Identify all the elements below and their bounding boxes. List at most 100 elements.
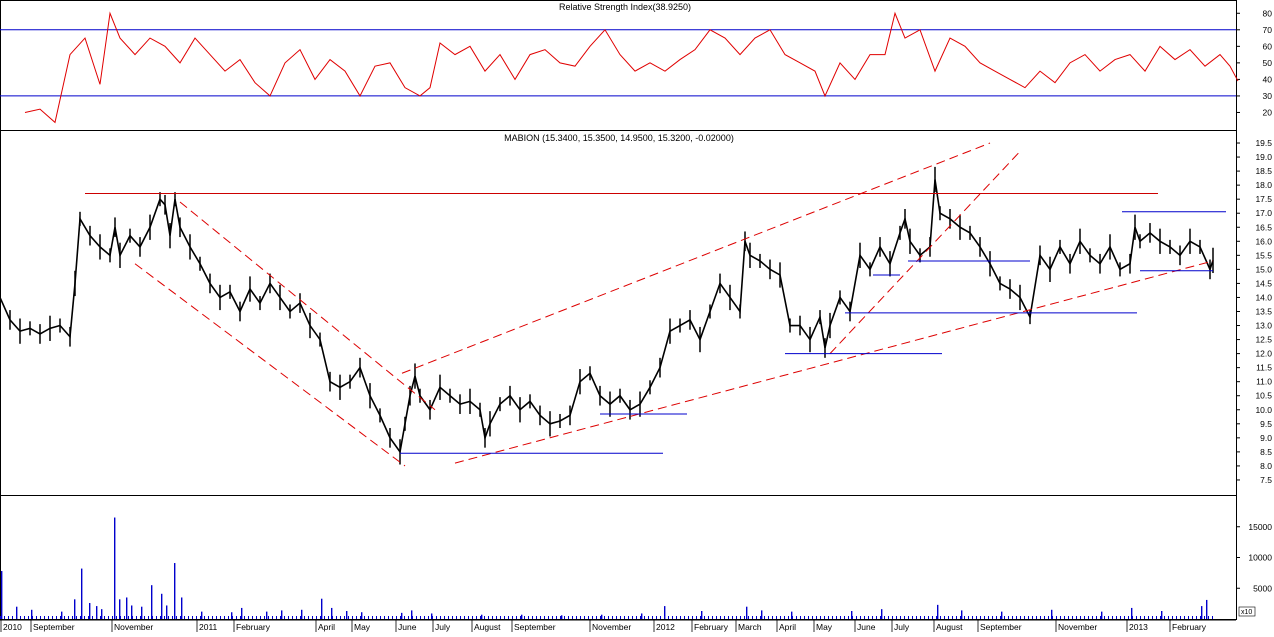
volume-bar [61, 611, 63, 619]
volume-bar-base [536, 616, 537, 619]
volume-bar-base [844, 616, 845, 619]
volume-bar-base [168, 616, 169, 619]
volume-bar-base [1100, 616, 1101, 619]
volume-bar-base [1168, 616, 1169, 619]
volume-bar-base [660, 616, 661, 619]
volume-bar [431, 613, 433, 619]
x-axis-label: February [236, 622, 271, 632]
volume-bar-base [884, 616, 885, 619]
volume-bar-base [772, 616, 773, 619]
x-axis: 2010 September November 2011 February April Ma… [0, 619, 1236, 632]
volume-bar-base [64, 616, 65, 619]
volume-bar [321, 598, 323, 619]
volume-bar-base [452, 616, 453, 619]
volume-bar-base [992, 616, 993, 619]
volume-bar-base [1200, 616, 1201, 619]
price-axis-tick-label: 14.0 [1255, 292, 1272, 302]
volume-bar-base [668, 616, 669, 619]
volume-bar-base [128, 616, 129, 619]
volume-bar-base [696, 616, 697, 619]
volume-bar-base [232, 616, 233, 619]
volume-bar-base [32, 616, 33, 619]
volume-bar-base [416, 616, 417, 619]
volume-bar-base [948, 616, 949, 619]
volume-bar-base [804, 616, 805, 619]
volume-bar-base [1096, 616, 1097, 619]
volume-bar-base [928, 616, 929, 619]
volume-axis: 5000 10000 15000 [1236, 522, 1272, 593]
volume-bar-base [368, 616, 369, 619]
rsi-axis-tick-label: 80 [1263, 8, 1273, 18]
volume-bar-base [756, 616, 757, 619]
price-axis-tick-label: 8.0 [1260, 461, 1272, 471]
volume-bar [1201, 606, 1203, 619]
volume-bar-base [764, 616, 765, 619]
volume-bar [601, 614, 603, 619]
volume-bar-base [500, 616, 501, 619]
volume-bar [1, 571, 3, 619]
volume-bar-base [56, 616, 57, 619]
volume-bar-base [544, 616, 545, 619]
price-axis-tick-label: 11.0 [1256, 377, 1272, 387]
volume-bar-base [684, 616, 685, 619]
volume-bar-base [316, 616, 317, 619]
volume-bar-base [1048, 616, 1049, 619]
volume-bar-base [996, 616, 997, 619]
volume-bar-base [688, 616, 689, 619]
volume-bar [74, 599, 76, 619]
volume-bar-base [1152, 616, 1153, 619]
volume-bar-base [888, 616, 889, 619]
volume-bar-base [712, 616, 713, 619]
volume-bar [151, 585, 153, 619]
x-axis-label: September [33, 622, 75, 632]
volume-bar-base [1016, 616, 1017, 619]
volume-bar-base [1008, 616, 1009, 619]
x-axis-label: November [1058, 622, 1097, 632]
volume-bar [1001, 611, 1003, 619]
volume-bar-base [332, 616, 333, 619]
volume-bar-base [132, 616, 133, 619]
volume-bar-base [504, 616, 505, 619]
volume-bar-base [608, 616, 609, 619]
x-axis-label: September [980, 622, 1022, 632]
volume-bar-base [824, 616, 825, 619]
volume-bar-base [224, 616, 225, 619]
volume-bar-base [636, 616, 637, 619]
volume-bar-base [280, 616, 281, 619]
volume-axis-tick-label: 10000 [1248, 553, 1272, 563]
x-axis-label: August [936, 622, 963, 632]
rsi-reference-lines [0, 29, 1236, 97]
volume-bar-base [268, 616, 269, 619]
volume-bar-base [116, 616, 117, 619]
volume-bar-base [524, 616, 525, 619]
rsi-axis: 20 30 40 50 60 70 80 [1236, 8, 1272, 117]
volume-bar [181, 597, 183, 619]
volume-bar-base [720, 616, 721, 619]
volume-bar-base [480, 616, 481, 619]
volume-bar-base [140, 616, 141, 619]
volume-bar-base [152, 616, 153, 619]
volume-bar-base [1116, 616, 1117, 619]
volume-bar-base [848, 616, 849, 619]
volume-series [0, 517, 1213, 619]
volume-bar-base [428, 616, 429, 619]
volume-bar-base [664, 616, 665, 619]
volume-bar-base [736, 616, 737, 619]
rsi-axis-tick-label: 60 [1263, 41, 1273, 51]
volume-bar-base [576, 616, 577, 619]
volume-bar-base [892, 616, 893, 619]
volume-bar-base [872, 616, 873, 619]
volume-bar-base [52, 616, 53, 619]
volume-bar [201, 611, 203, 619]
volume-bar-base [864, 616, 865, 619]
x-axis-label: February [1172, 622, 1207, 632]
volume-bar-base [692, 616, 693, 619]
volume-bar-base [1020, 616, 1021, 619]
volume-bar-base [936, 616, 937, 619]
volume-bar-base [680, 616, 681, 619]
volume-bar-base [1184, 616, 1185, 619]
volume-bar [521, 614, 523, 619]
volume-bar-base [920, 616, 921, 619]
price-axis-tick-label: 16.5 [1255, 222, 1272, 232]
